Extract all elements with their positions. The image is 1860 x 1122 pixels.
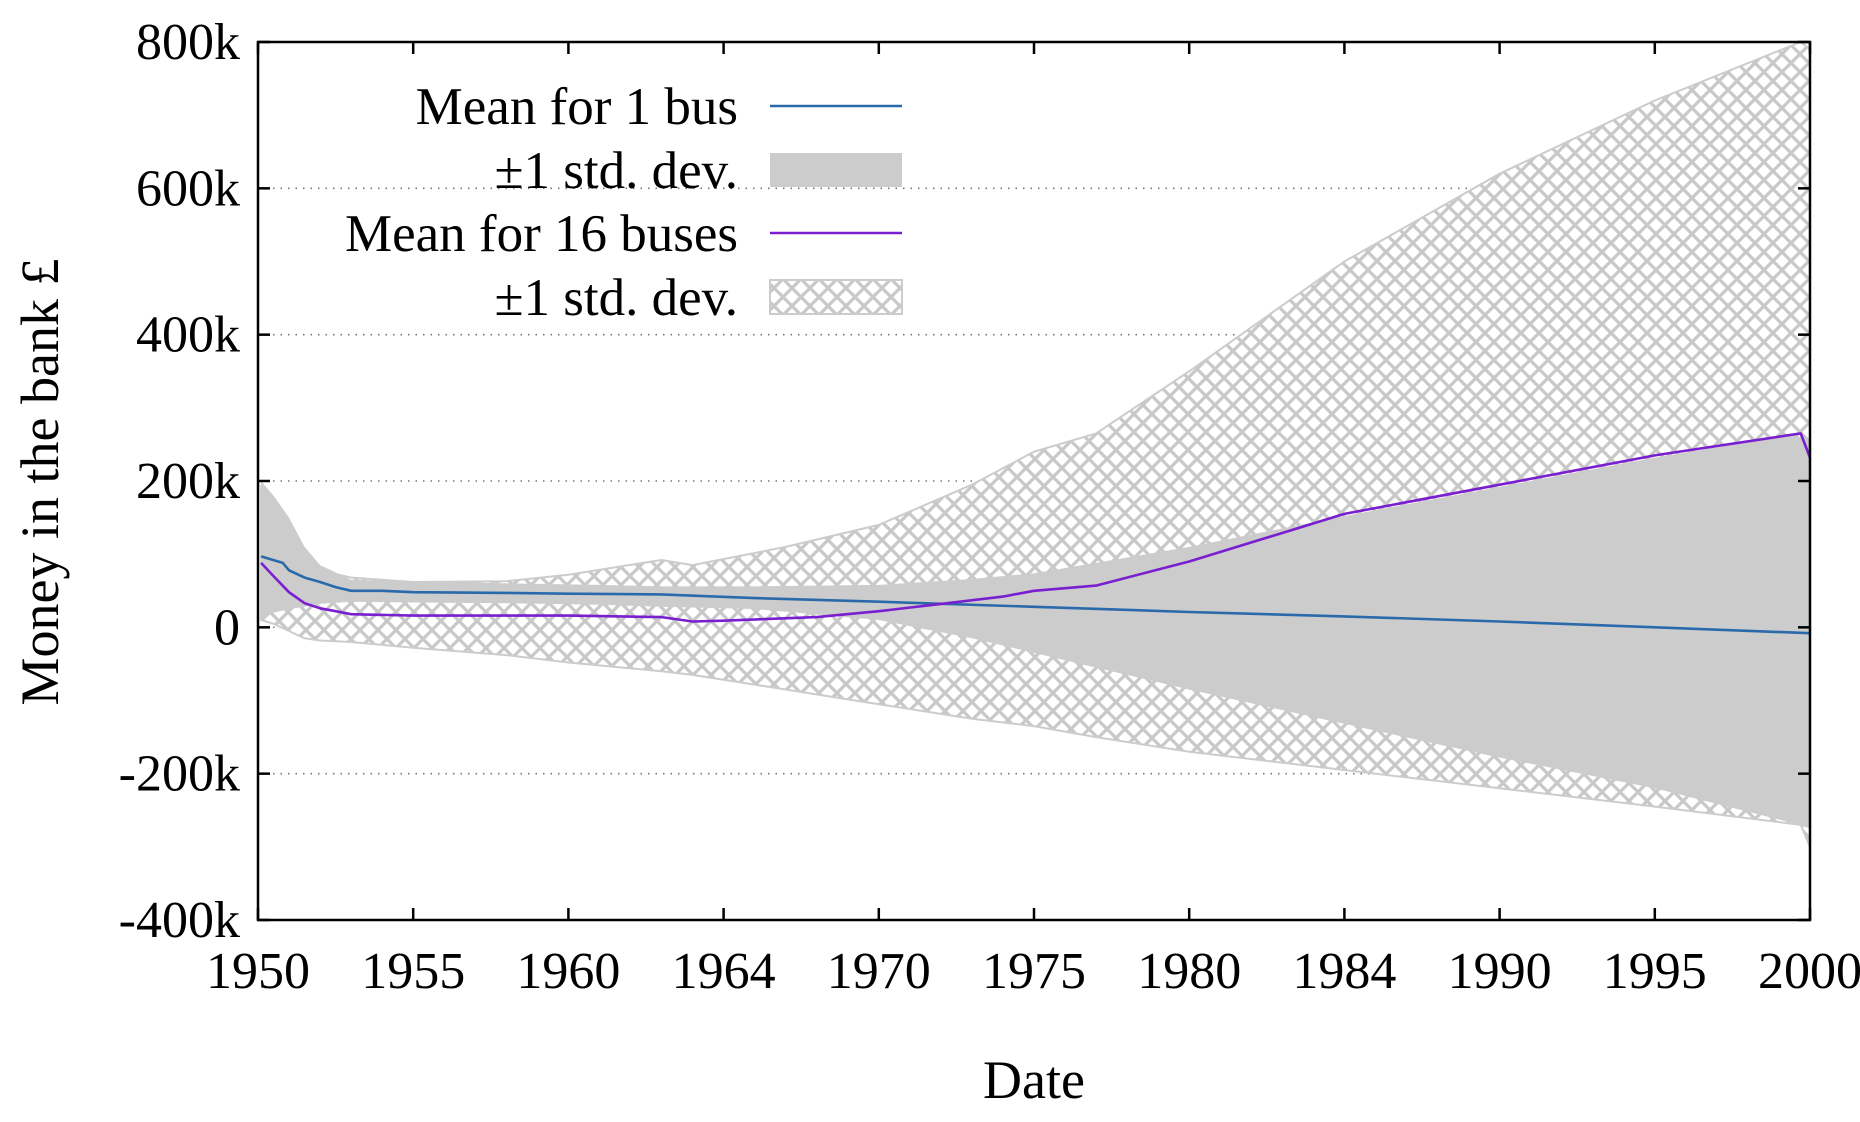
y-tick-label: -200k [119,746,240,803]
legend-16-buses-std-dev: ±1 std. dev. [494,269,903,327]
band-1-bus-std-dev [261,434,1810,829]
x-tick-label: 1975 [982,943,1086,1000]
line-mean-16-buses [260,432,1810,623]
legend-1-bus-std-dev: ±1 std. dev. [494,142,902,200]
x-tick-label: 1980 [1137,943,1241,1000]
y-tick-label: 0 [214,599,240,656]
y-axis-title: Money in the bank £ [10,259,70,706]
y-tick-label: 800k [136,14,240,71]
x-tick-label: 1964 [672,943,776,1000]
x-tick-label: 1970 [827,943,931,1000]
x-tick-label: 1960 [516,943,620,1000]
x-tick-label: 1984 [1292,943,1396,1000]
legend-label: Mean for 1 bus [416,78,738,136]
x-tick-label: 1950 [206,943,310,1000]
x-tick-label: 1955 [361,943,465,1000]
legend: Mean for 1 bus±1 std. dev.Mean for 16 bu… [345,78,903,327]
legend-mean-16-buses: Mean for 16 buses [345,205,902,263]
x-tick-label: 1995 [1603,943,1707,1000]
y-tick-label: 200k [136,453,240,510]
line-layer [260,432,1810,635]
legend-swatch [769,279,903,315]
line-mean-1-bus [260,555,1810,635]
legend-label: ±1 std. dev. [494,142,738,200]
y-tick-label: 400k [136,307,240,364]
legend-label: ±1 std. dev. [494,269,738,327]
x-axis-title: Date [983,1050,1085,1110]
x-tick-label: 2000 [1758,943,1860,1000]
y-tick-label: -400k [119,892,240,949]
x-tick-label: 1990 [1448,943,1552,1000]
band-layer [260,42,1810,848]
tick-layer: -400k -200k 0 200k 400k 600k 800k 1950 1955 1960 1… [119,14,1860,1000]
legend-mean-1-bus: Mean for 1 bus [416,78,902,136]
y-tick-label: 600k [136,160,240,217]
legend-label: Mean for 16 buses [345,205,738,263]
legend-swatch [770,153,902,187]
